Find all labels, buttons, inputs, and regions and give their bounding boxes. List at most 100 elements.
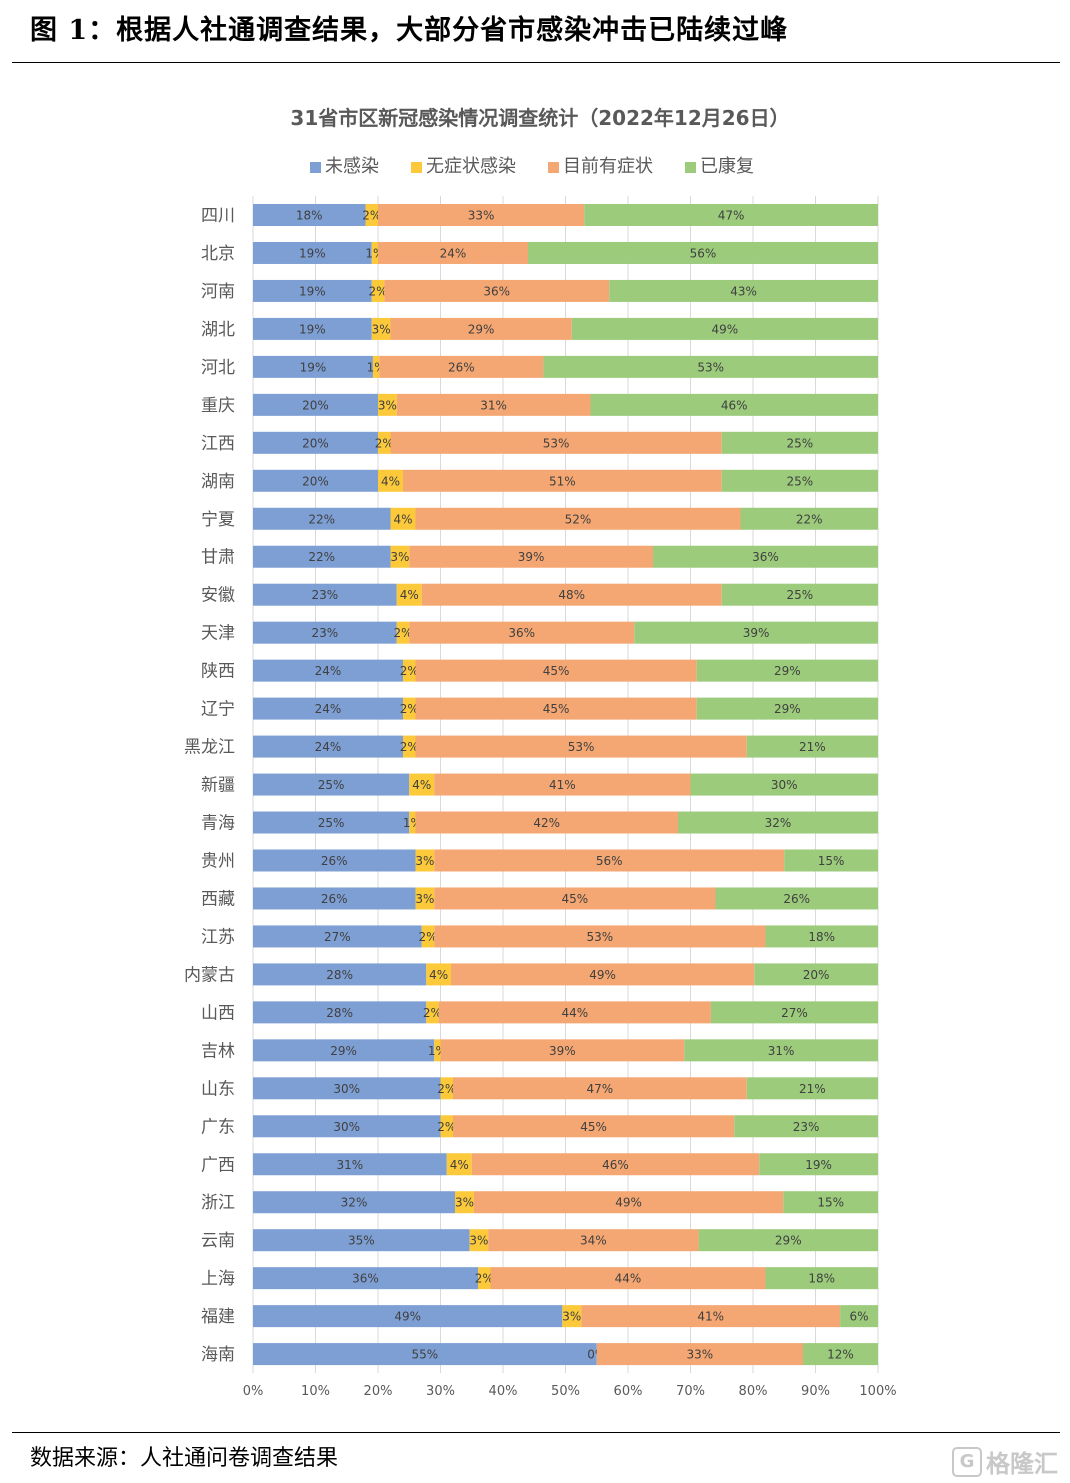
data-label: 2% xyxy=(423,1006,442,1020)
bar-segment-4 xyxy=(784,849,878,872)
data-label: 33% xyxy=(468,209,495,223)
bar-segment-1 xyxy=(253,849,416,872)
bar-segment-3 xyxy=(409,621,635,644)
category-label: 天津 xyxy=(201,624,235,644)
watermark-logo-icon: G xyxy=(952,1446,982,1477)
bar-segment-1 xyxy=(253,773,410,796)
data-label: 19% xyxy=(299,246,326,260)
bar-segment-2 xyxy=(371,279,385,302)
data-label: 18% xyxy=(808,1272,835,1286)
data-label: 27% xyxy=(781,1006,808,1020)
data-label: 49% xyxy=(615,1196,642,1210)
bar-segment-2 xyxy=(396,621,410,644)
x-tick-label: 100% xyxy=(859,1384,896,1399)
data-label: 4% xyxy=(393,512,412,526)
bar-segment-4 xyxy=(803,1343,878,1366)
bar-segment-1 xyxy=(253,621,397,644)
category-label: 青海 xyxy=(201,814,235,834)
category-label: 江苏 xyxy=(201,927,235,947)
bar-segment-1 xyxy=(253,545,391,568)
category-label: 河北 xyxy=(201,358,235,378)
bar-segment-1 xyxy=(253,1115,441,1138)
category-label: 海南 xyxy=(201,1345,235,1365)
data-label: 56% xyxy=(690,246,717,260)
data-label: 2% xyxy=(437,1120,456,1134)
bar-segment-4 xyxy=(609,279,878,302)
data-label: 6% xyxy=(850,1310,869,1324)
data-label: 2% xyxy=(375,436,394,450)
x-tick-label: 80% xyxy=(739,1384,768,1399)
data-label: 2% xyxy=(393,626,412,640)
category-label: 新疆 xyxy=(201,776,235,796)
bar-segment-4 xyxy=(634,621,878,644)
data-label: 45% xyxy=(562,892,589,906)
bar-segment-4 xyxy=(571,317,878,340)
data-label: 36% xyxy=(508,626,535,640)
bar-segment-3 xyxy=(453,1115,735,1138)
bar-segment-2 xyxy=(378,469,403,492)
bottom-rule xyxy=(12,1432,1060,1433)
data-label: 34% xyxy=(580,1234,607,1248)
bar-segment-1 xyxy=(253,469,378,492)
category-label: 四川 xyxy=(201,206,235,226)
category-label: 广东 xyxy=(201,1117,235,1137)
bar-segment-1 xyxy=(253,1153,447,1176)
data-label: 25% xyxy=(318,778,345,792)
legend-swatch-3 xyxy=(548,162,559,173)
bar-segment-1 xyxy=(253,659,403,682)
data-label: 28% xyxy=(326,968,353,982)
bar-segment-2 xyxy=(396,583,422,606)
data-label: 55% xyxy=(412,1348,439,1362)
data-label: 23% xyxy=(312,626,339,640)
data-label: 20% xyxy=(302,436,329,450)
data-label: 2% xyxy=(400,664,419,678)
data-label: 3% xyxy=(390,550,409,564)
data-label: 12% xyxy=(827,1348,854,1362)
x-tick-label: 20% xyxy=(364,1384,393,1399)
bar-segment-4 xyxy=(746,735,878,758)
bar-segment-3 xyxy=(409,545,653,568)
bar-segment-4 xyxy=(696,697,878,720)
bar-segment-2 xyxy=(426,1001,439,1024)
data-label: 20% xyxy=(302,474,329,488)
data-label: 19% xyxy=(299,284,326,298)
bar-segment-3 xyxy=(451,963,755,986)
bar-segment-3 xyxy=(403,469,722,492)
data-label: 53% xyxy=(587,930,614,944)
bar-segment-1 xyxy=(253,1343,597,1366)
bar-segment-2 xyxy=(371,241,378,264)
bar-segment-1 xyxy=(253,355,373,378)
data-label: 25% xyxy=(318,816,345,830)
bar-segment-3 xyxy=(379,355,544,378)
bar-segment-4 xyxy=(759,1153,878,1176)
data-label: 3% xyxy=(455,1196,474,1210)
data-label: 25% xyxy=(787,474,814,488)
bar-segment-4 xyxy=(721,583,878,606)
data-label: 53% xyxy=(697,360,724,374)
x-tick-label: 90% xyxy=(801,1384,830,1399)
bar-segment-3 xyxy=(378,204,585,226)
data-label: 24% xyxy=(440,246,467,260)
data-label: 29% xyxy=(774,664,801,678)
bar-segment-3 xyxy=(415,507,741,530)
bar-segment-2 xyxy=(434,1039,441,1062)
legend-label-4: 已康复 xyxy=(700,156,754,177)
bar-segment-2 xyxy=(415,887,435,910)
bar-segment-2 xyxy=(562,1305,582,1328)
bar-segment-3 xyxy=(415,811,678,834)
data-label: 35% xyxy=(348,1234,375,1248)
data-label: 24% xyxy=(315,740,342,754)
data-label: 49% xyxy=(589,968,616,982)
bar-segment-2 xyxy=(403,659,416,682)
bar-segment-4 xyxy=(710,1001,878,1024)
data-label: 2% xyxy=(362,209,381,223)
data-label: 18% xyxy=(296,209,323,223)
data-label: 47% xyxy=(718,209,745,223)
x-tick-label: 0% xyxy=(243,1384,264,1399)
bar-segment-2 xyxy=(440,1077,453,1100)
watermark-text: 格隆汇 xyxy=(986,1450,1058,1478)
data-label: 26% xyxy=(321,854,348,868)
bar-segment-1 xyxy=(253,1305,563,1328)
bar-segment-4 xyxy=(696,659,878,682)
bar-segment-1 xyxy=(253,279,372,302)
